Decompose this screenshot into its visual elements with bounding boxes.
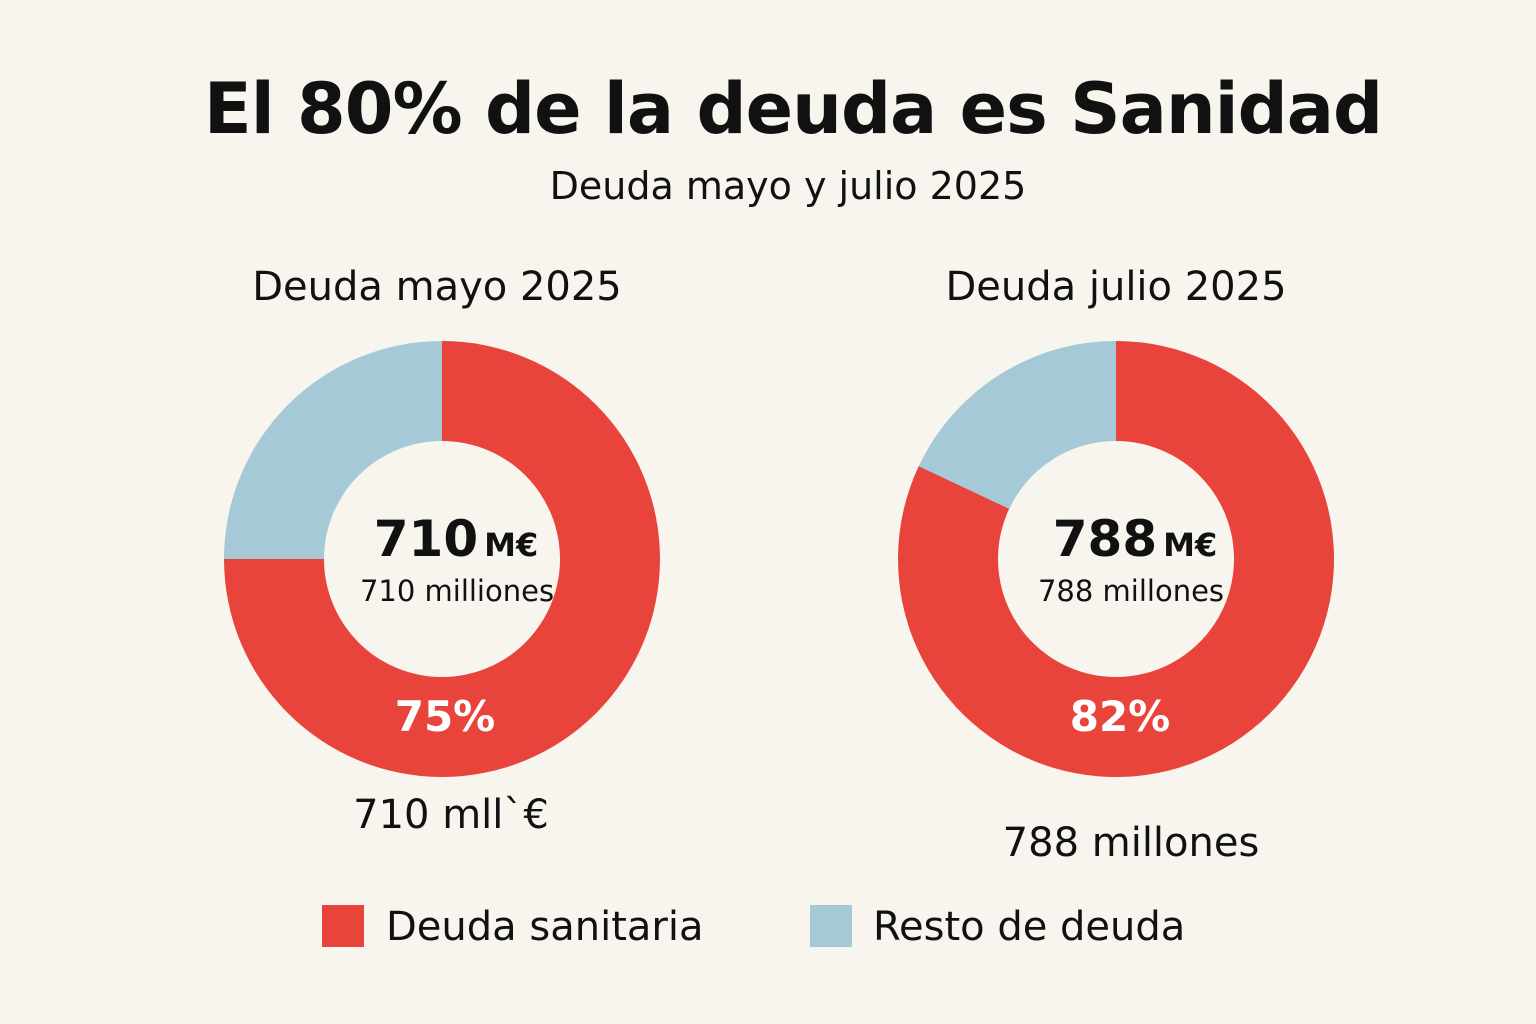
center-unit: M€ — [484, 526, 539, 564]
legend-label-resto: Resto de deuda — [873, 904, 1186, 950]
center-caption-julio: 788 millones — [1037, 574, 1225, 608]
legend-label-sanitaria: Deuda sanitaria — [386, 904, 704, 950]
legend-swatch-resto — [810, 905, 852, 947]
center-caption-mayo: 710 milliones — [359, 574, 555, 608]
center-value-julio: 788 M€ — [1053, 510, 1217, 568]
donut-slice-julio-resto — [918, 341, 1116, 509]
donut-slice-mayo-resto — [224, 341, 442, 559]
below-label-mayo: 710 mll`€ — [353, 792, 549, 838]
below-label-julio: 788 millones — [1002, 820, 1260, 866]
chart-subtitle: Deuda mayo y julio 2025 — [549, 164, 1027, 208]
center-unit: M€ — [1163, 526, 1218, 564]
donut-slice-julio-sanitaria — [897, 341, 1335, 777]
donut-slice-mayo-sanitaria — [224, 341, 660, 777]
center-number: 710 — [373, 510, 479, 568]
donut-title-mayo: Deuda mayo 2025 — [252, 264, 622, 310]
donut-title-julio: Deuda julio 2025 — [945, 264, 1287, 310]
slice-label-mayo: 75% — [394, 692, 496, 741]
legend-swatch-sanitaria — [322, 905, 364, 947]
center-number: 788 — [1052, 510, 1158, 568]
slice-label-julio: 82% — [1069, 692, 1171, 741]
center-value-mayo: 710 M€ — [374, 510, 538, 568]
chart-title: El 80% de la deuda es Sanidad — [203, 68, 1383, 150]
